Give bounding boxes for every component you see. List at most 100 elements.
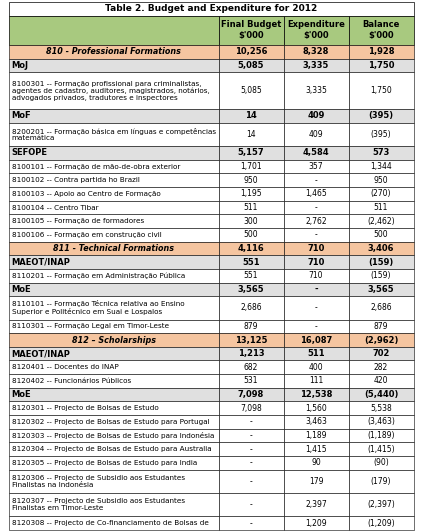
- Bar: [284, 374, 349, 388]
- Text: 950: 950: [243, 176, 258, 185]
- Text: 420: 420: [374, 377, 388, 386]
- Text: 1,701: 1,701: [240, 162, 262, 171]
- Bar: [8, 45, 219, 59]
- Bar: [8, 242, 219, 255]
- Bar: [349, 442, 414, 456]
- Text: 1,750: 1,750: [368, 61, 394, 70]
- Bar: [219, 269, 284, 282]
- Bar: [8, 282, 219, 296]
- Text: 8120303 -- Projecto de Bolsas de Estudo para Indonésia: 8120303 -- Projecto de Bolsas de Estudo …: [11, 432, 214, 439]
- Bar: [8, 320, 219, 333]
- Bar: [8, 333, 219, 347]
- Bar: [349, 456, 414, 470]
- Text: 1,465: 1,465: [305, 189, 327, 198]
- Text: 1,213: 1,213: [238, 349, 264, 358]
- Bar: [219, 15, 284, 45]
- Text: Final Budget
$'000: Final Budget $'000: [221, 20, 281, 40]
- Text: 400: 400: [308, 363, 323, 372]
- Text: 10,256: 10,256: [235, 47, 267, 56]
- Bar: [349, 493, 414, 517]
- Text: 16,087: 16,087: [300, 336, 332, 345]
- Text: 811 - Technical Formations: 811 - Technical Formations: [53, 244, 174, 253]
- Bar: [284, 109, 349, 123]
- Bar: [8, 160, 219, 173]
- Text: -: -: [250, 431, 252, 440]
- Text: 3,463: 3,463: [305, 418, 327, 426]
- Bar: [284, 15, 349, 45]
- Text: -: -: [315, 203, 317, 212]
- Text: 3,565: 3,565: [238, 285, 264, 294]
- Text: (1,189): (1,189): [367, 431, 395, 440]
- Bar: [219, 388, 284, 402]
- Text: 5,157: 5,157: [238, 148, 264, 157]
- Bar: [219, 242, 284, 255]
- Text: MAEOT/INAP: MAEOT/INAP: [11, 349, 70, 358]
- Bar: [8, 517, 219, 530]
- Bar: [284, 173, 349, 187]
- Text: 551: 551: [244, 271, 258, 280]
- Text: 710: 710: [309, 271, 323, 280]
- Bar: [349, 228, 414, 242]
- Bar: [349, 201, 414, 214]
- Bar: [349, 320, 414, 333]
- Bar: [284, 361, 349, 374]
- Text: 7,098: 7,098: [240, 404, 262, 413]
- Text: 8110301 -- Formação Legal em Timor-Leste: 8110301 -- Formação Legal em Timor-Leste: [11, 323, 169, 329]
- Bar: [8, 228, 219, 242]
- Bar: [219, 415, 284, 429]
- Text: 573: 573: [372, 148, 390, 157]
- Bar: [284, 347, 349, 361]
- Text: 531: 531: [244, 377, 258, 386]
- Bar: [219, 146, 284, 160]
- Text: 8110101 -- Formação Técnica relativa ao Ensino
Superior e Politécnico em Suai e : 8110101 -- Formação Técnica relativa ao …: [11, 301, 184, 315]
- Text: 8100105 -- Formação de formadores: 8100105 -- Formação de formadores: [11, 218, 144, 224]
- Text: 90: 90: [311, 458, 321, 467]
- Bar: [349, 173, 414, 187]
- Text: MAEOT/INAP: MAEOT/INAP: [11, 257, 70, 267]
- Text: 8120307 -- Projecto de Subsidio aos Estudantes
Finalistas em Timor-Leste: 8120307 -- Projecto de Subsidio aos Estu…: [11, 498, 185, 511]
- Text: 1,189: 1,189: [305, 431, 327, 440]
- Text: 3,335: 3,335: [303, 61, 329, 70]
- Text: 409: 409: [308, 130, 323, 139]
- Bar: [219, 228, 284, 242]
- Text: 682: 682: [244, 363, 258, 372]
- Text: 8100104 -- Centro Tibar: 8100104 -- Centro Tibar: [11, 204, 98, 211]
- Text: (2,397): (2,397): [367, 500, 395, 509]
- Text: 1,344: 1,344: [370, 162, 392, 171]
- Text: 14: 14: [246, 130, 256, 139]
- Bar: [349, 361, 414, 374]
- Bar: [8, 173, 219, 187]
- Bar: [284, 146, 349, 160]
- Bar: [8, 456, 219, 470]
- Text: 3,335: 3,335: [305, 86, 327, 95]
- Bar: [219, 429, 284, 442]
- Bar: [8, 146, 219, 160]
- Bar: [8, 214, 219, 228]
- Bar: [8, 347, 219, 361]
- Text: 1,928: 1,928: [368, 47, 394, 56]
- Text: 2,397: 2,397: [305, 500, 327, 509]
- Text: 8100101 -- Formação de mão-de-obra exterior: 8100101 -- Formação de mão-de-obra exter…: [11, 164, 180, 170]
- Bar: [8, 15, 219, 45]
- Bar: [219, 187, 284, 201]
- Text: -: -: [250, 519, 252, 528]
- Text: 300: 300: [243, 217, 258, 226]
- Bar: [349, 109, 414, 123]
- Bar: [8, 201, 219, 214]
- Bar: [349, 146, 414, 160]
- Bar: [8, 388, 219, 402]
- Text: 8110201 -- Formação em Administração Pública: 8110201 -- Formação em Administração Púb…: [11, 272, 185, 279]
- Text: 8120304 -- Projecto de Bolsas de Estudo para Australia: 8120304 -- Projecto de Bolsas de Estudo …: [11, 446, 211, 452]
- Bar: [284, 214, 349, 228]
- Bar: [219, 173, 284, 187]
- Text: 8100301 -- Formação profissional para criminalistas,
agentes de cadastro, audito: 8100301 -- Formação profissional para cr…: [11, 81, 209, 101]
- Text: 7,098: 7,098: [238, 390, 264, 399]
- Bar: [219, 442, 284, 456]
- Bar: [349, 333, 414, 347]
- Text: 8120402 -- Funcionários Públicos: 8120402 -- Funcionários Públicos: [11, 378, 131, 384]
- Bar: [349, 255, 414, 269]
- Text: 511: 511: [374, 203, 388, 212]
- Text: MoF: MoF: [11, 112, 31, 120]
- Text: -: -: [250, 418, 252, 426]
- Bar: [284, 456, 349, 470]
